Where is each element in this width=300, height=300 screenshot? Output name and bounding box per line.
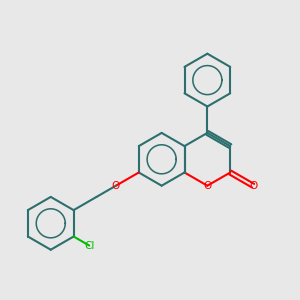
Text: Cl: Cl [84, 241, 94, 250]
Text: O: O [249, 181, 257, 191]
Text: O: O [203, 181, 212, 191]
Text: O: O [112, 181, 120, 191]
